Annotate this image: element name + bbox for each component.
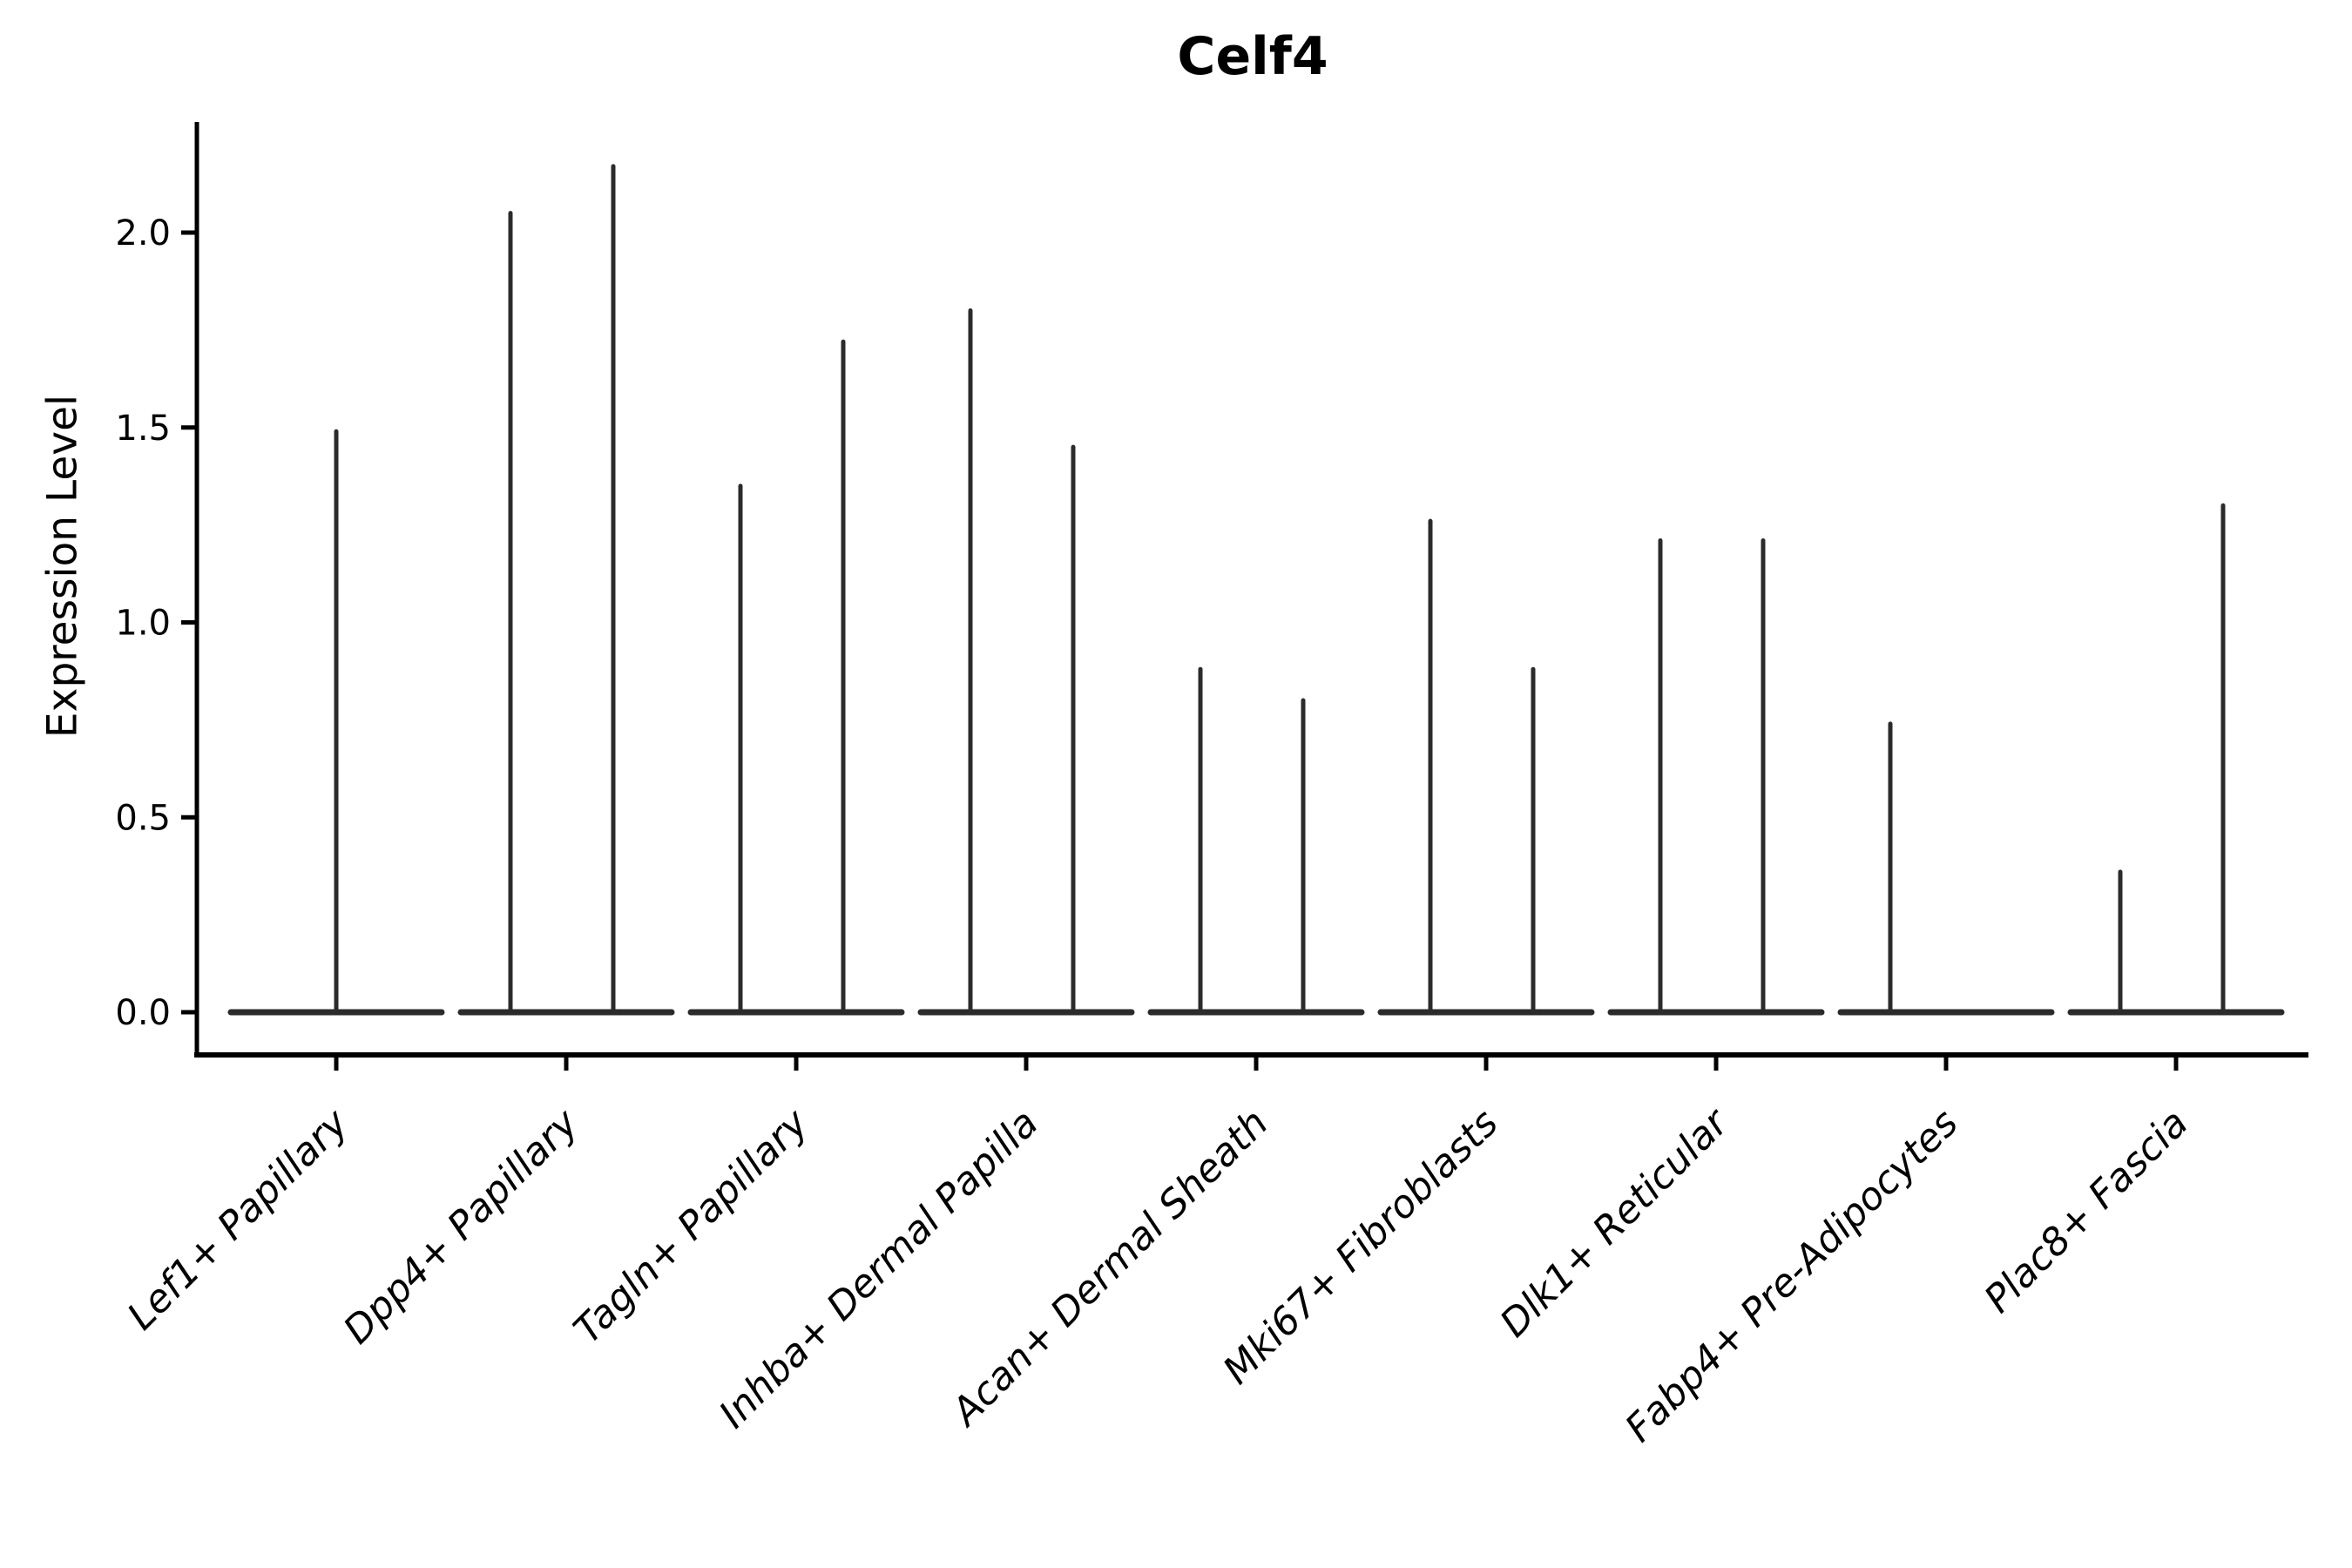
y-tick-label: 0.5 <box>115 798 171 838</box>
x-tick-label: Plac8+ Fascia <box>1976 1101 2196 1321</box>
y-axis-label: Expression Level <box>38 394 87 739</box>
y-tick-label: 2.0 <box>115 213 171 253</box>
x-tick-label: Dlk1+ Reticular <box>1491 1099 1738 1346</box>
y-tick-label: 1.5 <box>115 409 171 449</box>
y-tick-label: 1.0 <box>115 604 171 644</box>
y-tick-label: 0.0 <box>115 993 171 1033</box>
x-tick-label: Tagln+ Papillary <box>565 1100 817 1352</box>
x-tick-label: Lef1+ Papillary <box>119 1100 358 1339</box>
x-tick-label: Dpp4+ Papillary <box>335 1100 588 1353</box>
chart-title: Celf4 <box>1177 26 1328 87</box>
